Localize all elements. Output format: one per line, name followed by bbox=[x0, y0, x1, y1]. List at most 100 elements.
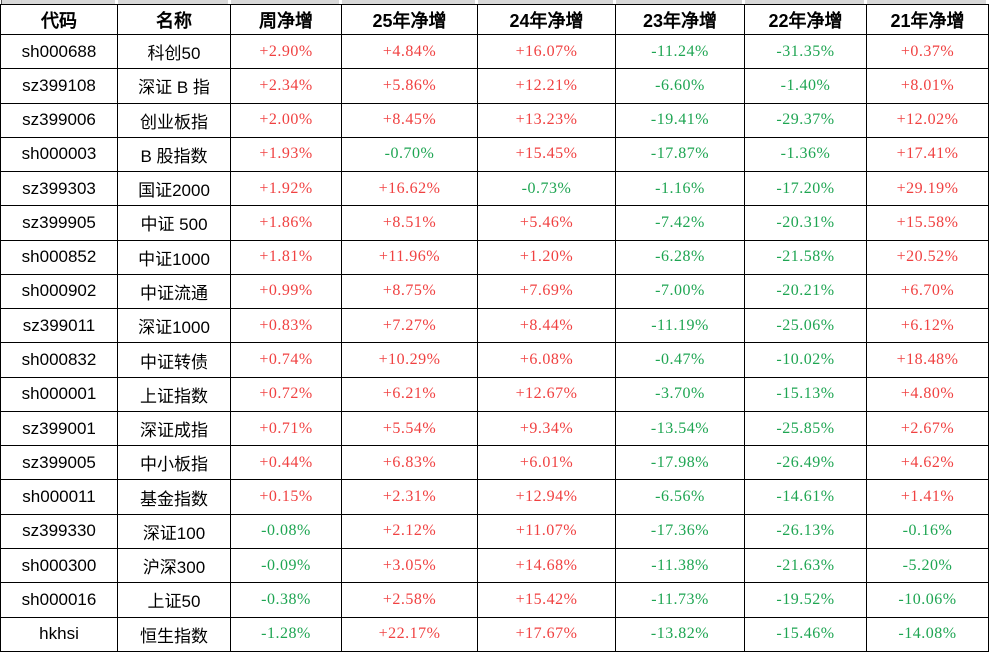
index-code-cell[interactable]: sh000902 bbox=[1, 274, 118, 310]
index-name-cell[interactable]: 深证100 bbox=[118, 514, 231, 549]
pct-21y-cell[interactable]: +1.41% bbox=[867, 480, 989, 515]
pct-24y-cell[interactable]: +12.94% bbox=[478, 480, 616, 515]
index-code-cell[interactable]: sz399001 bbox=[1, 411, 118, 447]
pct-24y-cell[interactable]: +6.08% bbox=[478, 343, 616, 378]
pct-23y-cell[interactable]: -11.24% bbox=[616, 35, 745, 70]
pct-22y-cell[interactable]: -15.13% bbox=[745, 377, 867, 412]
pct-24y-cell[interactable]: +9.34% bbox=[478, 411, 616, 447]
pct-24y-cell[interactable]: +13.23% bbox=[478, 103, 616, 138]
column-header-name[interactable]: 名称 bbox=[118, 4, 231, 35]
pct-21y-cell[interactable]: -5.20% bbox=[867, 548, 989, 584]
pct-24y-cell[interactable]: -0.73% bbox=[478, 172, 616, 207]
pct-week-cell[interactable]: -0.08% bbox=[231, 514, 342, 549]
pct-21y-cell[interactable]: +15.58% bbox=[867, 206, 989, 241]
pct-25y-cell[interactable]: +2.31% bbox=[342, 480, 478, 515]
index-code-cell[interactable]: sh000300 bbox=[1, 548, 118, 584]
pct-week-cell[interactable]: +0.72% bbox=[231, 377, 342, 412]
pct-week-cell[interactable]: -0.38% bbox=[231, 583, 342, 618]
pct-25y-cell[interactable]: +3.05% bbox=[342, 548, 478, 584]
pct-week-cell[interactable]: +1.81% bbox=[231, 240, 342, 275]
index-code-cell[interactable]: sh000852 bbox=[1, 240, 118, 275]
pct-22y-cell[interactable]: -17.20% bbox=[745, 172, 867, 207]
index-name-cell[interactable]: 中证1000 bbox=[118, 240, 231, 275]
column-header-code[interactable]: 代码 bbox=[1, 4, 118, 35]
index-code-cell[interactable]: hkhsi bbox=[1, 617, 118, 652]
pct-23y-cell[interactable]: -17.36% bbox=[616, 514, 745, 549]
pct-24y-cell[interactable]: +6.01% bbox=[478, 446, 616, 481]
index-name-cell[interactable]: 上证指数 bbox=[118, 377, 231, 412]
pct-23y-cell[interactable]: -19.41% bbox=[616, 103, 745, 138]
pct-21y-cell[interactable]: +29.19% bbox=[867, 172, 989, 207]
pct-23y-cell[interactable]: -11.73% bbox=[616, 583, 745, 618]
pct-25y-cell[interactable]: -0.70% bbox=[342, 137, 478, 173]
pct-25y-cell[interactable]: +11.96% bbox=[342, 240, 478, 275]
index-code-cell[interactable]: sh000001 bbox=[1, 377, 118, 412]
index-name-cell[interactable]: 中小板指 bbox=[118, 446, 231, 481]
index-code-cell[interactable]: sh000011 bbox=[1, 480, 118, 515]
pct-22y-cell[interactable]: -15.46% bbox=[745, 617, 867, 652]
pct-21y-cell[interactable]: +18.48% bbox=[867, 343, 989, 378]
pct-22y-cell[interactable]: -21.58% bbox=[745, 240, 867, 275]
index-code-cell[interactable]: sz399006 bbox=[1, 103, 118, 138]
index-name-cell[interactable]: 沪深300 bbox=[118, 548, 231, 584]
index-code-cell[interactable]: sh000016 bbox=[1, 583, 118, 618]
index-name-cell[interactable]: 中证转债 bbox=[118, 343, 231, 378]
index-code-cell[interactable]: sz399108 bbox=[1, 69, 118, 104]
pct-25y-cell[interactable]: +16.62% bbox=[342, 172, 478, 207]
pct-week-cell[interactable]: +0.99% bbox=[231, 274, 342, 310]
pct-week-cell[interactable]: -1.28% bbox=[231, 617, 342, 652]
pct-week-cell[interactable]: +1.92% bbox=[231, 172, 342, 207]
pct-25y-cell[interactable]: +10.29% bbox=[342, 343, 478, 378]
pct-25y-cell[interactable]: +4.84% bbox=[342, 35, 478, 70]
pct-24y-cell[interactable]: +1.20% bbox=[478, 240, 616, 275]
pct-24y-cell[interactable]: +8.44% bbox=[478, 309, 616, 344]
pct-week-cell[interactable]: +1.86% bbox=[231, 206, 342, 241]
pct-22y-cell[interactable]: -20.31% bbox=[745, 206, 867, 241]
index-name-cell[interactable]: B 股指数 bbox=[118, 137, 231, 173]
pct-21y-cell[interactable]: +17.41% bbox=[867, 137, 989, 173]
pct-21y-cell[interactable]: +6.70% bbox=[867, 274, 989, 310]
index-name-cell[interactable]: 中证 500 bbox=[118, 206, 231, 241]
column-header-pct-22y[interactable]: 22年净增 bbox=[745, 4, 867, 35]
column-header-pct-21y[interactable]: 21年净增 bbox=[867, 4, 989, 35]
pct-21y-cell[interactable]: +4.80% bbox=[867, 377, 989, 412]
column-header-pct-23y[interactable]: 23年净增 bbox=[616, 4, 745, 35]
pct-22y-cell[interactable]: -1.40% bbox=[745, 69, 867, 104]
pct-23y-cell[interactable]: -6.60% bbox=[616, 69, 745, 104]
pct-24y-cell[interactable]: +17.67% bbox=[478, 617, 616, 652]
pct-24y-cell[interactable]: +15.42% bbox=[478, 583, 616, 618]
pct-23y-cell[interactable]: -17.87% bbox=[616, 137, 745, 173]
index-name-cell[interactable]: 恒生指数 bbox=[118, 617, 231, 652]
pct-24y-cell[interactable]: +15.45% bbox=[478, 137, 616, 173]
index-name-cell[interactable]: 深证1000 bbox=[118, 309, 231, 344]
pct-week-cell[interactable]: +1.93% bbox=[231, 137, 342, 173]
pct-23y-cell[interactable]: -17.98% bbox=[616, 446, 745, 481]
index-code-cell[interactable]: sh000832 bbox=[1, 343, 118, 378]
pct-23y-cell[interactable]: -13.82% bbox=[616, 617, 745, 652]
pct-21y-cell[interactable]: -10.06% bbox=[867, 583, 989, 618]
pct-21y-cell[interactable]: +12.02% bbox=[867, 103, 989, 138]
index-code-cell[interactable]: sz399011 bbox=[1, 309, 118, 344]
pct-24y-cell[interactable]: +14.68% bbox=[478, 548, 616, 584]
index-code-cell[interactable]: sh000688 bbox=[1, 35, 118, 70]
pct-23y-cell[interactable]: -6.56% bbox=[616, 480, 745, 515]
index-code-cell[interactable]: sh000003 bbox=[1, 137, 118, 173]
pct-25y-cell[interactable]: +2.12% bbox=[342, 514, 478, 549]
pct-22y-cell[interactable]: -25.06% bbox=[745, 309, 867, 344]
pct-22y-cell[interactable]: -26.13% bbox=[745, 514, 867, 549]
index-name-cell[interactable]: 上证50 bbox=[118, 583, 231, 618]
pct-25y-cell[interactable]: +8.45% bbox=[342, 103, 478, 138]
pct-23y-cell[interactable]: -7.42% bbox=[616, 206, 745, 241]
pct-23y-cell[interactable]: -11.38% bbox=[616, 548, 745, 584]
pct-22y-cell[interactable]: -21.63% bbox=[745, 548, 867, 584]
pct-22y-cell[interactable]: -25.85% bbox=[745, 411, 867, 447]
pct-23y-cell[interactable]: -11.19% bbox=[616, 309, 745, 344]
pct-25y-cell[interactable]: +7.27% bbox=[342, 309, 478, 344]
pct-week-cell[interactable]: +2.34% bbox=[231, 69, 342, 104]
pct-23y-cell[interactable]: -1.16% bbox=[616, 172, 745, 207]
pct-24y-cell[interactable]: +12.67% bbox=[478, 377, 616, 412]
pct-23y-cell[interactable]: -3.70% bbox=[616, 377, 745, 412]
pct-25y-cell[interactable]: +8.75% bbox=[342, 274, 478, 310]
pct-week-cell[interactable]: -0.09% bbox=[231, 548, 342, 584]
pct-22y-cell[interactable]: -29.37% bbox=[745, 103, 867, 138]
